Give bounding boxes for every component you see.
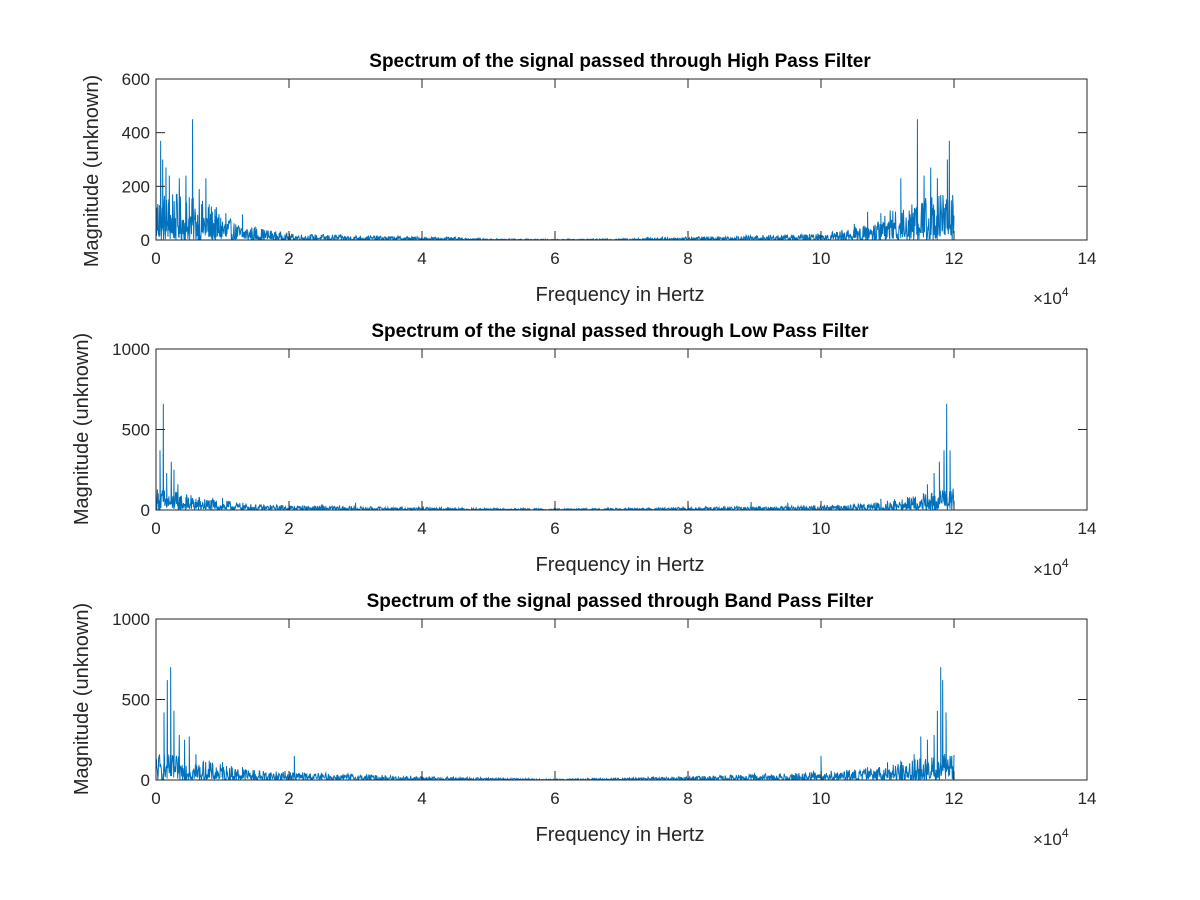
plot-area: 0 2 4 6 8 10 12 14 0 500 1000 bbox=[112, 340, 1096, 538]
x-axis-label: Frequency in Hertz bbox=[536, 554, 705, 576]
y-tick-label: 0 bbox=[141, 231, 150, 250]
y-tick-label: 500 bbox=[122, 421, 150, 440]
x-tick-label: 2 bbox=[284, 789, 293, 808]
y-tick-label: 1000 bbox=[112, 610, 150, 629]
y-tick-label: 500 bbox=[122, 691, 150, 710]
x-exponent-label: ×104 bbox=[1033, 285, 1069, 308]
x-tick-label: 0 bbox=[151, 789, 160, 808]
y-axis-label: Magnitude (unknown) bbox=[81, 75, 103, 267]
subplot-band-pass: Spectrum of the signal passed through Ba… bbox=[71, 591, 1096, 849]
x-exponent-label: ×104 bbox=[1033, 556, 1069, 579]
x-tick-label: 4 bbox=[417, 519, 426, 538]
subplot-title: Spectrum of the signal passed through Hi… bbox=[369, 51, 871, 72]
x-tick-label: 8 bbox=[683, 519, 692, 538]
x-tick-label: 12 bbox=[945, 519, 964, 538]
x-exponent-base: ×10 bbox=[1033, 560, 1062, 579]
x-tick-label: 10 bbox=[812, 519, 831, 538]
y-tick-label: 1000 bbox=[112, 340, 150, 359]
x-axis-label: Frequency in Hertz bbox=[536, 824, 705, 846]
x-tick-label: 8 bbox=[683, 249, 692, 268]
x-tick-label: 8 bbox=[683, 789, 692, 808]
x-tick-label: 6 bbox=[550, 249, 559, 268]
x-tick-label: 10 bbox=[812, 249, 831, 268]
x-tick-label: 0 bbox=[151, 519, 160, 538]
x-tick-label: 14 bbox=[1078, 789, 1097, 808]
subplot-title: Spectrum of the signal passed through Lo… bbox=[371, 321, 869, 342]
subplot-low-pass: Spectrum of the signal passed through Lo… bbox=[71, 321, 1096, 579]
subplot-title: Spectrum of the signal passed through Ba… bbox=[367, 591, 874, 612]
x-axis-label: Frequency in Hertz bbox=[536, 284, 705, 306]
plot-area: 0 2 4 6 8 10 12 14 0 500 1000 bbox=[112, 610, 1096, 808]
y-tick-label: 600 bbox=[122, 70, 150, 89]
y-tick-label: 400 bbox=[122, 124, 150, 143]
x-tick-label: 12 bbox=[945, 249, 964, 268]
x-tick-label: 10 bbox=[812, 789, 831, 808]
x-tick-label: 14 bbox=[1078, 249, 1097, 268]
y-tick-label: 0 bbox=[141, 501, 150, 520]
y-axis-label: Magnitude (unknown) bbox=[71, 603, 93, 795]
x-tick-label: 4 bbox=[417, 789, 426, 808]
subplot-high-pass: Spectrum of the signal passed through Hi… bbox=[81, 51, 1096, 308]
x-tick-label: 6 bbox=[550, 519, 559, 538]
x-exponent-base: ×10 bbox=[1033, 289, 1062, 308]
x-exponent-power: 4 bbox=[1062, 285, 1069, 299]
x-exponent-power: 4 bbox=[1062, 826, 1069, 840]
y-tick-label: 0 bbox=[141, 771, 150, 790]
plot-area: 0 2 4 6 8 10 12 14 0 200 400 600 bbox=[122, 70, 1097, 268]
x-tick-label: 12 bbox=[945, 789, 964, 808]
x-tick-label: 2 bbox=[284, 249, 293, 268]
x-tick-label: 0 bbox=[151, 249, 160, 268]
x-exponent-label: ×104 bbox=[1033, 826, 1069, 849]
x-tick-label: 4 bbox=[417, 249, 426, 268]
x-tick-label: 2 bbox=[284, 519, 293, 538]
x-exponent-base: ×10 bbox=[1033, 830, 1062, 849]
x-tick-label: 14 bbox=[1078, 519, 1097, 538]
y-axis-label: Magnitude (unknown) bbox=[71, 333, 93, 525]
x-tick-label: 6 bbox=[550, 789, 559, 808]
x-exponent-power: 4 bbox=[1062, 556, 1069, 570]
axes-box bbox=[155, 78, 1088, 241]
y-tick-label: 200 bbox=[122, 177, 150, 196]
